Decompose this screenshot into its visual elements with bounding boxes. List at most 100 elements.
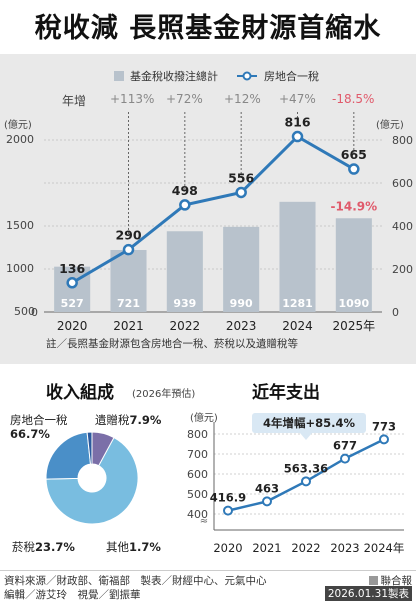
spend-y-tick: 600	[187, 468, 208, 481]
line-point-2025年	[348, 163, 360, 175]
legend-bar-label: 基金稅收撥注總計	[130, 70, 218, 83]
x-tick-label: 2020	[57, 319, 88, 333]
spend-value-label: 416.9	[210, 491, 246, 505]
growth-2021: +113%	[110, 92, 155, 106]
x-tick-label: 2021	[113, 319, 144, 333]
growth-2024: +47%	[279, 92, 316, 106]
pie-subtitle: (2026年預估)	[132, 389, 196, 400]
chart-note: 註／長照基金財源包含房地合一稅、菸稅以及遺贈稅等	[46, 338, 298, 350]
spend-value-label: 677	[333, 439, 357, 453]
spend-value-label: 773	[372, 419, 396, 433]
y-right-tick: 0	[392, 306, 399, 319]
x-tick-label: 2025年	[333, 319, 376, 333]
x-tick-label: 2023	[226, 319, 257, 333]
bar-value-label: 1090	[339, 297, 370, 310]
bar-2021	[110, 249, 147, 312]
line-value-label: 136	[59, 261, 85, 276]
spend-x-tick: 2023	[330, 541, 359, 555]
y-left-tick-2000: 2000	[6, 133, 34, 146]
spend-x-tick: 2020	[213, 541, 242, 555]
spend-x-tick: 2021	[252, 541, 281, 555]
footer: 資料來源／財政部、衛福部 製表／財經中心、元氣中心 編輯／游艾玲 視覺／劉振華 …	[0, 570, 416, 601]
line-value-label: 290	[115, 228, 141, 243]
y-right-tick: 600	[392, 177, 413, 190]
growth-label: 年增	[62, 94, 87, 108]
bar-value-label: 527	[61, 297, 84, 310]
bar-value-label: 721	[117, 297, 140, 310]
main-chart: 0 200 400 600 800 0 527 721 939 990 1281 1090 136 290…	[31, 112, 413, 333]
bar-2023	[223, 226, 260, 312]
bar-2025年	[335, 218, 372, 312]
pie-label-other-value: 1.7%	[129, 540, 161, 554]
bar-value-label: 1281	[282, 297, 313, 310]
spend-unit: (億元)	[190, 413, 218, 424]
line-value-label: 498	[172, 183, 198, 198]
spend-annotation: 4年增幅+85.4%	[263, 416, 356, 430]
pie-label-property-value: 66.7%	[10, 427, 50, 441]
bar-value-label: 939	[173, 297, 196, 310]
spend-x-tick: 2022	[291, 541, 320, 555]
right-axis-unit: (億元)	[376, 120, 404, 131]
legend-bar-swatch	[114, 71, 124, 81]
pie-label-tobacco-name: 菸稅	[12, 540, 35, 554]
y-left-tick: 0	[31, 306, 38, 319]
legend-line-label: 房地合一稅	[264, 70, 319, 83]
pie-label-estate-value: 7.9%	[129, 413, 162, 427]
pie-label-other: 其他1.7%	[106, 540, 161, 554]
line-point-2022	[179, 199, 191, 211]
publisher: 聯合報	[368, 573, 413, 588]
spend-point-2022	[301, 476, 311, 487]
footer-source-line: 資料來源／財政部、衛福部 製表／財經中心、元氣中心	[4, 575, 267, 587]
y-right-tick: 800	[392, 134, 413, 147]
legend-line-swatch	[237, 71, 257, 81]
line-value-label: 556	[228, 170, 254, 185]
growth-2025: -18.5%	[332, 92, 375, 106]
spend-x-tick: 2024年	[364, 541, 405, 555]
spend-point-2020	[223, 505, 233, 516]
pie-label-estate: 遺贈稅7.9%	[95, 413, 161, 427]
y-right-tick: 400	[392, 220, 413, 233]
line-point-2024	[291, 130, 304, 143]
spend-y-tick: 700	[187, 448, 208, 461]
pie-label-tobacco: 菸稅23.7%	[12, 540, 75, 554]
pie-label-property: 房地合一稅 66.7%	[10, 413, 68, 441]
spend-point-2023	[340, 453, 350, 464]
spend-title: 近年支出	[252, 383, 320, 403]
publisher-name: 聯合報	[380, 575, 413, 587]
y-left-tick-1500: 1500	[6, 219, 34, 232]
bar-value-label: 990	[230, 297, 253, 310]
spend-point-2021	[262, 496, 272, 507]
pie-label-estate-name: 遺贈稅	[95, 413, 130, 427]
pie-title: 收入組成	[46, 383, 114, 403]
footer-credit-line: 編輯／游艾玲 視覺／劉振華	[4, 589, 141, 601]
line-value-label: 665	[341, 147, 367, 162]
y-left-tick-1000: 1000	[6, 262, 34, 275]
spend-y-tick: 800	[187, 428, 208, 441]
pie-label-property-name: 房地合一稅	[10, 413, 68, 427]
growth-2022: +72%	[166, 92, 203, 106]
spend-axis-break-icon: ≈	[200, 516, 208, 527]
x-tick-label: 2022	[170, 319, 201, 333]
x-tick-label: 2024	[282, 319, 313, 333]
spend-point-2024年	[379, 434, 389, 445]
publish-date: 2026.01.31製表	[324, 586, 412, 601]
legend-bar: 基金稅收撥注總計	[114, 68, 218, 84]
pie-label-tobacco-value: 23.7%	[35, 540, 75, 554]
spend-annotation-pointer	[300, 433, 312, 440]
line-point-2021	[122, 243, 135, 256]
spend-y-tick: 400	[187, 508, 208, 521]
y-left-tick-500: 500	[14, 305, 35, 318]
bar-2024	[279, 201, 316, 312]
bar-growth-2025: -14.9%	[331, 199, 378, 213]
spend-value-label: 563.36	[284, 461, 328, 475]
line-point-2023	[235, 186, 247, 199]
spend-y-tick: 500	[187, 488, 208, 501]
pie-slice-房地合一稅	[45, 436, 139, 525]
spend-value-label: 463	[255, 481, 279, 495]
bar-2022	[166, 231, 203, 312]
line-point-2020	[66, 277, 78, 289]
line-series-path	[71, 134, 355, 285]
line-value-label: 816	[284, 115, 310, 130]
